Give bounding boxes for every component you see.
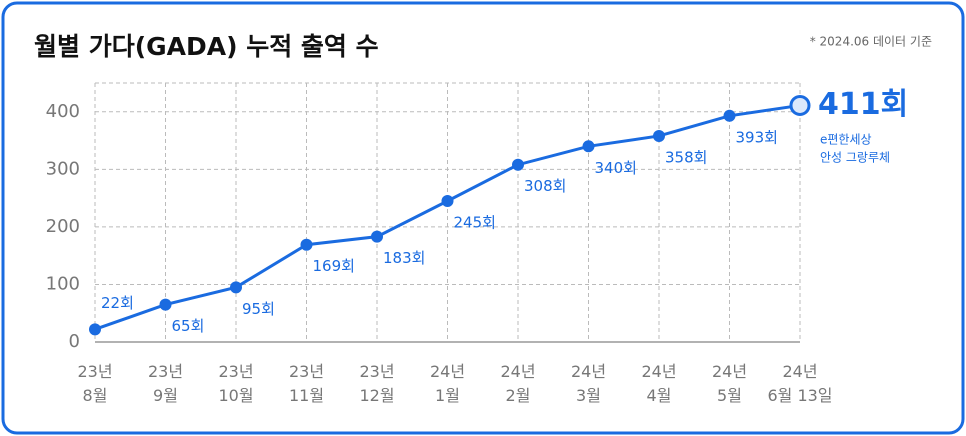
value-label: 183회 xyxy=(383,249,425,267)
x-tick-label: 24년 1월 xyxy=(430,362,465,405)
x-tick-label: 24년 4월 xyxy=(641,362,676,405)
y-tick-label: 200 xyxy=(46,216,80,237)
x-tick-label: 23년 8월 xyxy=(77,362,112,405)
x-tick-label: 24년 5월 xyxy=(712,362,747,405)
value-label: 65회 xyxy=(172,317,205,335)
y-tick-label: 400 xyxy=(46,101,80,122)
value-label: 245회 xyxy=(454,213,496,231)
annotation: 안성 그랑루체 xyxy=(820,151,890,165)
value-label: 393회 xyxy=(736,128,778,146)
data-note: * 2024.06 데이터 기준 xyxy=(810,35,932,49)
marker xyxy=(441,194,454,207)
value-label: 308회 xyxy=(524,177,566,195)
marker xyxy=(653,129,665,142)
marker xyxy=(512,158,524,171)
value-label: 169회 xyxy=(313,257,355,275)
x-tick-label: 24년 2월 xyxy=(500,362,535,405)
marker-current xyxy=(789,94,811,116)
y-tick-label: 300 xyxy=(46,158,80,179)
value-label: 340회 xyxy=(595,159,637,177)
annotation: e편한세상 xyxy=(820,133,872,147)
marker xyxy=(371,230,383,243)
x-tick-label: 23년 11월 xyxy=(289,362,324,405)
marker xyxy=(582,140,595,153)
y-tick-label: 100 xyxy=(46,273,80,294)
marker xyxy=(89,323,101,336)
value-label: 358회 xyxy=(665,148,707,166)
x-tick-label: 23년 10월 xyxy=(218,362,253,405)
marker xyxy=(159,298,172,311)
value-label: 95회 xyxy=(242,300,275,318)
chart-title: 월별 가다(GADA) 누적 출역 수 xyxy=(34,32,379,61)
x-tick-label: 23년 12월 xyxy=(359,362,394,405)
value-label-current: 411회 xyxy=(818,87,908,122)
marker xyxy=(300,238,313,251)
x-tick-label: 24년 3월 xyxy=(571,362,606,405)
value-label: 22회 xyxy=(101,294,134,312)
x-tick-label: 23년 9월 xyxy=(148,362,183,405)
marker xyxy=(230,281,242,294)
y-tick-label: 0 xyxy=(69,331,80,352)
x-tick-label: 24년 6월 13일 xyxy=(767,362,832,405)
marker xyxy=(723,109,736,122)
